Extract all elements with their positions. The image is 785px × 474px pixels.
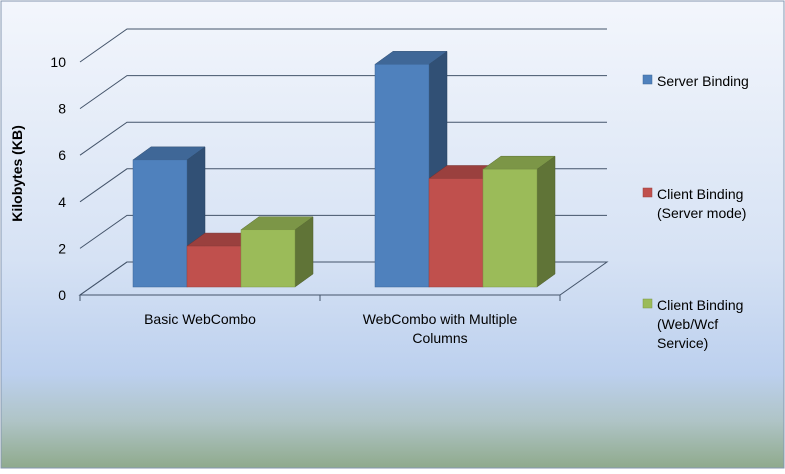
- legend-swatch: [642, 187, 653, 198]
- x-tick-label: Basic WebCombo: [144, 311, 256, 327]
- legend-label: Client Binding: [657, 297, 743, 313]
- y-tick-label: 10: [50, 54, 66, 70]
- legend: Server Binding Client Binding (Server mode…: [642, 73, 749, 351]
- bar-front: [240, 229, 296, 288]
- bar-front: [482, 168, 538, 288]
- legend-swatch: [642, 74, 653, 85]
- bar-side: [536, 155, 556, 288]
- gridline: [79, 28, 607, 63]
- y-tick-label: 0: [58, 287, 66, 303]
- bar-front: [428, 178, 484, 288]
- bar-front: [374, 64, 430, 288]
- bar-front: [132, 159, 188, 288]
- legend-item: Server Binding: [642, 73, 749, 89]
- legend-label: Service): [657, 335, 708, 351]
- bar-3-2: [482, 155, 556, 288]
- legend-label: Server Binding: [657, 73, 749, 89]
- axes: [79, 294, 561, 301]
- legend-swatch: [642, 298, 653, 309]
- x-tick-label: WebCombo with Multiple: [363, 311, 518, 327]
- y-tick-label: 6: [58, 147, 66, 163]
- legend-item: Client Binding (Web/Wcf Service): [642, 297, 743, 351]
- y-axis-label: Kilobytes (KB): [9, 125, 25, 221]
- axis-labels: 0 2 4 6 8 10 Kilobytes (KB) Basic WebCombo WebCo…: [9, 54, 517, 346]
- legend-label: Client Binding: [657, 186, 743, 202]
- legend-item: Client Binding (Server mode): [642, 186, 746, 221]
- y-tick-label: 2: [58, 240, 66, 256]
- legend-label: (Server mode): [657, 205, 746, 221]
- bar-front: [186, 245, 242, 288]
- bars: [132, 50, 556, 288]
- bar-3-1: [240, 216, 314, 288]
- x-tick-label: Columns: [412, 330, 467, 346]
- y-tick-label: 8: [58, 101, 66, 117]
- y-tick-label: 4: [58, 194, 66, 210]
- legend-label: (Web/Wcf: [657, 316, 718, 332]
